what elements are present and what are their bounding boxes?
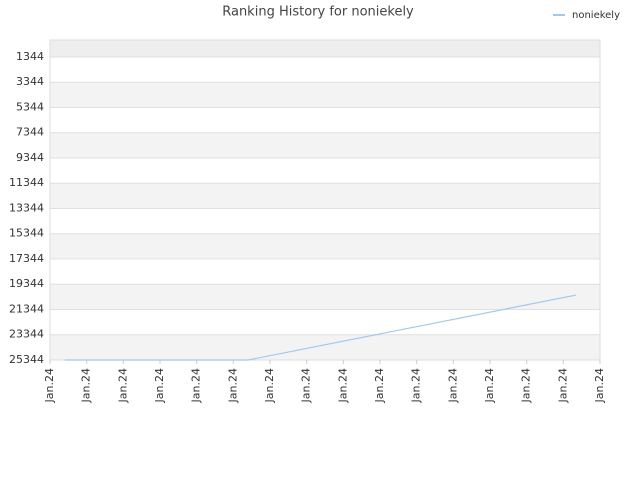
x-tick-label: Jan.24: [410, 368, 423, 403]
x-tick-label: Jan.24: [373, 368, 386, 403]
x-tick-label: Jan.24: [190, 368, 203, 403]
band: [50, 284, 600, 310]
x-tick-label: Jan.24: [336, 368, 349, 403]
band: [50, 56, 600, 83]
y-tick-label: 1344: [16, 50, 44, 63]
band: [50, 40, 600, 57]
band: [50, 258, 600, 285]
band: [50, 208, 600, 234]
plot-frame: [49, 39, 601, 361]
x-tick-label: Jan.24: [153, 368, 166, 403]
chart-title: Ranking History for noniekely: [222, 5, 414, 20]
band: [50, 132, 600, 158]
y-tick-label: 25344: [9, 353, 44, 366]
y-tick-label: 13344: [9, 201, 44, 214]
x-tick-label: Jan.24: [556, 368, 569, 403]
band: [50, 334, 600, 360]
y-tick-label: 9344: [16, 151, 44, 164]
band: [50, 233, 600, 259]
band: [50, 183, 600, 209]
y-tick-label: 23344: [9, 328, 44, 341]
band: [50, 309, 600, 335]
x-tick-label: Jan.24: [593, 368, 606, 403]
series-line: [64, 294, 577, 361]
x-tick-label: Jan.24: [116, 368, 129, 403]
band: [50, 107, 600, 133]
x-tick-label: Jan.24: [263, 368, 276, 403]
y-tick-label: 19344: [9, 277, 44, 290]
x-tick-label: Jan.24: [300, 368, 313, 403]
y-tick-label: 15344: [9, 227, 44, 240]
x-tick-label: Jan.24: [43, 368, 56, 403]
y-tick-label: 7344: [16, 126, 44, 139]
y-tick-label: 11344: [9, 176, 44, 189]
x-tick-label: Jan.24: [446, 368, 459, 403]
x-tick-label: Jan.24: [226, 368, 239, 403]
band: [50, 82, 600, 108]
x-tick-label: Jan.24: [520, 368, 533, 403]
band: [50, 157, 600, 184]
x-tick-label: Jan.24: [80, 368, 93, 403]
y-tick-label: 5344: [16, 100, 44, 113]
y-tick-label: 21344: [9, 302, 44, 315]
x-tick-label: Jan.24: [483, 368, 496, 403]
y-tick-label: 3344: [16, 75, 44, 88]
y-tick-label: 17344: [9, 252, 44, 265]
legend-label: noniekely: [572, 10, 620, 21]
